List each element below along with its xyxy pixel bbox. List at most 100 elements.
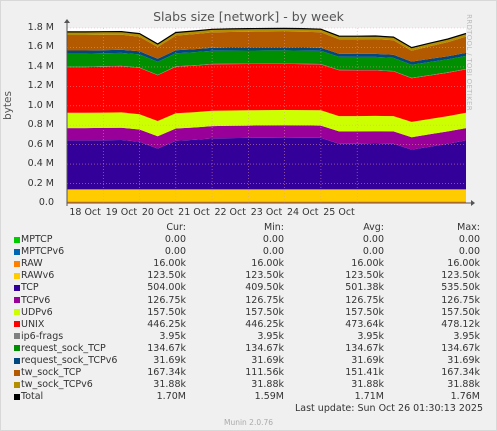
x-tick-label: 22 Oct (214, 207, 246, 218)
legend-avg-value: 31.69k (351, 355, 384, 366)
legend-max-value: 3.95k (453, 330, 480, 342)
legend-avg-value: 126.75k (345, 294, 384, 306)
last-update: Last update: Sun Oct 26 01:30:13 2025 (294, 403, 483, 414)
legend-swatch (14, 284, 20, 291)
legend-max-value: 535.50k (441, 282, 480, 294)
legend-max-value: 167.34k (441, 367, 480, 379)
legend-cur-value: 31.88k (153, 379, 186, 391)
legend-min-value: 111.56k (245, 367, 284, 379)
legend-swatch (14, 321, 20, 328)
legend-series-name: MPTCP (21, 234, 53, 245)
legend-swatch (14, 393, 20, 400)
y-tick-label: 1.8 M (27, 22, 54, 33)
legend-series-name: RAW (21, 258, 43, 270)
area-rawv6 (67, 189, 466, 202)
legend-swatch (14, 381, 20, 388)
chart-title: Slabs size [network] - by week (153, 9, 344, 24)
legend-swatch (14, 357, 20, 364)
area-tcp (67, 137, 466, 190)
legend-series-name: TCP (21, 282, 39, 294)
legend-series-name: MPTCPv6 (21, 246, 65, 258)
area-request-sock-tcpv6 (67, 47, 466, 65)
legend-swatch (14, 248, 20, 255)
x-axis-arrow (471, 200, 475, 206)
legend-cur-value: 16.00k (153, 258, 186, 270)
x-tick-label: 23 Oct (250, 207, 283, 218)
legend-series-name: request_sock_TCP (21, 342, 106, 354)
legend-swatch (14, 309, 20, 316)
legend-cur-value: 1.70M (156, 391, 186, 403)
area-udpv6 (67, 110, 466, 138)
legend-swatch (14, 333, 20, 340)
x-tick-label: 24 Oct (286, 207, 319, 218)
legend-min-value: 31.88k (251, 379, 284, 391)
legend-max-value: 134.67k (441, 342, 480, 354)
legend-avg-value: 1.71M (354, 391, 384, 403)
area-tw-sock-tcpv6 (67, 28, 466, 51)
area-tcpv6 (67, 125, 466, 150)
legend-min-value: 31.69k (251, 355, 284, 366)
legend-max-value: 0.00 (458, 234, 480, 245)
legend-series-name: TCPv6 (21, 294, 51, 306)
legend-cur-value: 134.67k (147, 342, 186, 354)
y-tick-label: 0.4 M (27, 158, 54, 170)
legend-swatch (14, 272, 20, 279)
legend-series-name: Total (21, 391, 44, 403)
legend-cur-value: 31.69k (153, 355, 186, 366)
legend-cur-value: 0.00 (164, 234, 186, 245)
legend-header: Avg: (363, 222, 384, 233)
legend-min-value: 3.95k (257, 330, 284, 342)
legend-min-value: 446.25k (245, 318, 284, 330)
legend-avg-value: 0.00 (362, 234, 384, 245)
y-axis-arrow (64, 19, 70, 23)
legend-series-name: request_sock_TCPv6 (21, 355, 118, 366)
legend-max-value: 123.50k (441, 270, 480, 282)
legend-swatch (14, 260, 20, 267)
y-tick-label: 1.6 M (27, 41, 54, 53)
legend-cur-value: 0.00 (164, 246, 186, 258)
legend-avg-value: 0.00 (362, 246, 384, 258)
legend-avg-value: 151.41k (345, 367, 384, 379)
legend-cur-value: 446.25k (147, 318, 186, 330)
y-tick-label: 1.4 M (27, 60, 54, 72)
legend-series-name: UNIX (21, 318, 45, 330)
legend-header: Min: (263, 222, 284, 233)
legend-min-value: 126.75k (245, 294, 284, 306)
legend-max-value: 126.75k (441, 294, 480, 306)
legend-header: Max: (457, 222, 480, 233)
legend-series-name: tw_sock_TCPv6 (21, 379, 93, 391)
legend-cur-value: 126.75k (147, 294, 186, 306)
legend-max-value: 0.00 (458, 246, 480, 258)
legend-min-value: 0.00 (262, 246, 284, 258)
y-tick-label: 0.2 M (27, 177, 54, 189)
legend-avg-value: 3.95k (357, 330, 384, 342)
legend-avg-value: 31.88k (351, 379, 384, 391)
legend-avg-value: 501.38k (345, 282, 384, 294)
legend-min-value: 157.50k (245, 306, 284, 318)
legend-series-name: RAWv6 (21, 270, 55, 282)
legend-cur-value: 3.95k (159, 330, 186, 342)
legend-series-name: UDPv6 (21, 306, 53, 318)
legend-cur-value: 123.50k (147, 270, 186, 282)
legend-min-value: 1.59M (254, 391, 284, 403)
legend-cur-value: 504.00k (147, 282, 186, 294)
y-tick-label: 0.6 M (27, 138, 54, 150)
legend-swatch (14, 345, 20, 352)
y-tick-label: 1.2 M (27, 80, 54, 92)
x-tick-label: 20 Oct (141, 207, 174, 218)
legend-avg-value: 134.67k (345, 342, 384, 354)
legend-swatch (14, 369, 20, 376)
legend-min-value: 0.00 (262, 234, 284, 245)
legend-max-value: 31.88k (447, 379, 480, 391)
area-unix (67, 63, 466, 122)
legend-min-value: 123.50k (245, 270, 284, 282)
legend-max-value: 157.50k (441, 306, 480, 318)
legend-max-value: 1.76M (450, 391, 480, 403)
legend-max-value: 16.00k (447, 258, 480, 270)
x-tick-label: 25 Oct (323, 207, 355, 218)
legend-avg-value: 157.50k (345, 306, 384, 318)
legend-min-value: 16.00k (251, 258, 284, 270)
legend-max-value: 478.12k (441, 318, 480, 330)
legend-avg-value: 123.50k (345, 270, 384, 282)
